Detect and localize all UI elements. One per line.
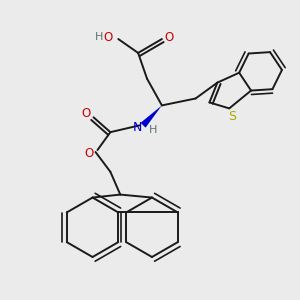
Text: O: O	[81, 107, 90, 120]
Polygon shape	[141, 105, 162, 128]
Text: N: N	[132, 121, 142, 134]
Text: S: S	[228, 110, 236, 123]
Text: O: O	[104, 31, 113, 44]
Text: O: O	[84, 148, 93, 160]
Text: H: H	[149, 125, 157, 135]
Text: H: H	[95, 32, 104, 42]
Text: O: O	[164, 31, 173, 44]
